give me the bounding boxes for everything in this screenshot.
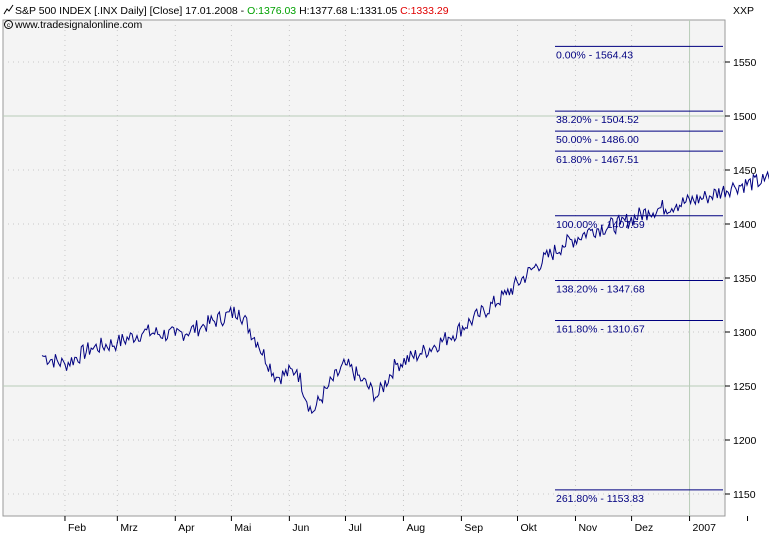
price-point [117,342,118,343]
price-point [42,355,43,356]
price-point [764,180,765,181]
fib-level-label: 161.80% - 1310.67 [556,323,645,335]
price-point [648,210,649,211]
plot-area[interactable] [3,20,725,516]
open-value: O:1376.03 [247,5,296,17]
price-point [620,223,621,224]
instrument-label: S&P 500 INDEX [.INX Daily] [Close] 17.01… [15,5,247,17]
price-point [328,385,329,386]
copyright-text: www.tradesignalonline.com [14,19,142,31]
price-point [238,310,239,311]
y-tick-label: 1400 [733,219,757,231]
y-tick-label: 1200 [733,435,757,447]
low-value: L:1331.05 [350,5,397,17]
y-tick-label: 1150 [733,489,756,501]
fib-level-label: 0.00% - 1564.43 [556,49,633,61]
price-point [296,369,297,370]
y-tick-label: 1550 [733,57,757,69]
close-value: C:1333.29 [400,5,449,17]
x-tick-label: Nov [578,522,597,534]
fib-level-label: 261.80% - 1153.83 [556,493,644,505]
y-tick-label: 1350 [733,273,757,285]
price-point [506,294,507,295]
y-tick-label: 1500 [733,111,757,123]
price-point [345,364,346,365]
x-tick-label: Dez [635,522,654,534]
fib-level-label: 50.00% - 1486.00 [556,134,639,146]
x-tick-label: Feb [68,522,86,534]
fib-level-label: 61.80% - 1467.51 [556,154,639,166]
price-point [592,229,593,230]
price-point [734,186,735,187]
x-tick-label: Jun [292,522,309,534]
price-point [362,380,363,381]
symbol-label: XXP [733,5,754,17]
y-tick-label: 1250 [733,381,757,393]
price-point [64,364,65,365]
price-point [534,267,535,268]
x-tick-label: Sep [464,522,483,534]
price-point [706,196,707,197]
price-point [395,364,396,365]
high-value: H:1377.68 [299,5,348,17]
price-point [562,245,563,246]
line-chart-icon[interactable] [3,4,14,15]
x-tick-label: Okt [521,522,537,534]
price-point [420,353,421,354]
header-text: S&P 500 INDEX [.INX Daily] [Close] 17.01… [15,5,449,17]
fib-level-label: 138.20% - 1347.68 [556,284,645,296]
price-point [311,412,312,413]
price-point [257,342,258,343]
price-point [377,396,378,397]
price-point [478,315,479,316]
x-tick-label: Mrz [120,522,138,534]
x-tick-label: Aug [406,522,425,534]
price-point [676,204,677,205]
fib-level-label: 38.20% - 1504.52 [556,114,639,126]
price-point [175,335,176,336]
y-tick-label: 1300 [733,327,757,339]
y-tick-label: 1450 [733,165,757,177]
x-tick-label: Jul [348,522,361,534]
x-tick-label: 2007 [693,522,717,534]
x-tick-label: Mai [234,522,251,534]
x-tick-label: Apr [178,522,195,534]
price-point [276,377,277,378]
price-point [143,331,144,332]
price-point [91,348,92,349]
price-point [201,326,202,327]
price-point [448,337,449,338]
